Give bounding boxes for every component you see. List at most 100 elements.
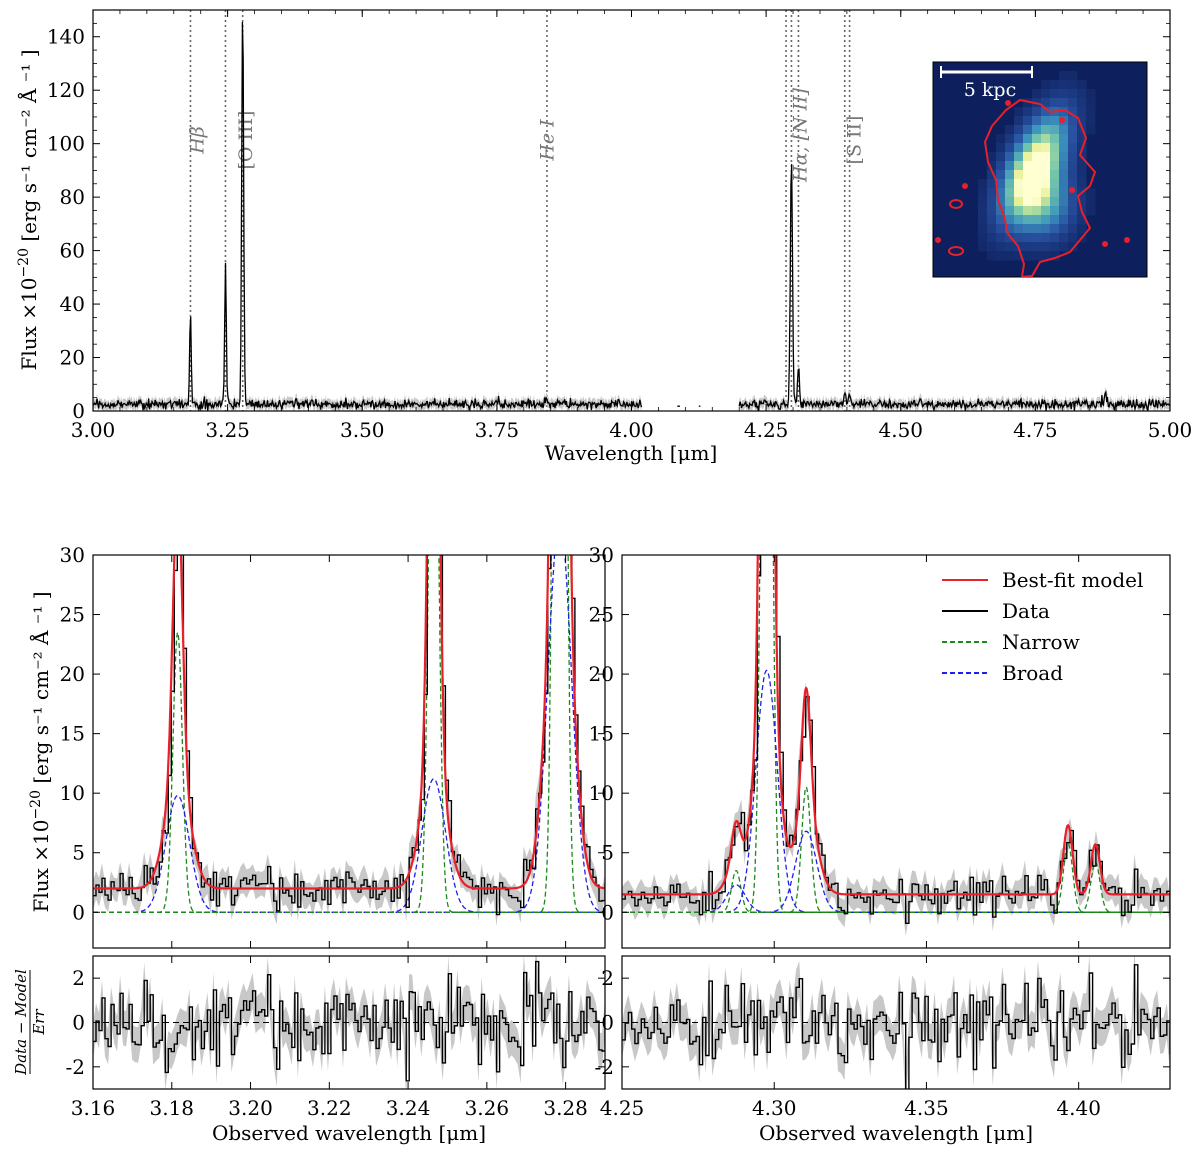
x-tick-label: 3.25	[205, 418, 250, 442]
y-tick-label: 0	[601, 900, 614, 924]
residual-y-label: Data − Model Err	[12, 969, 48, 1076]
y-tick-label: 60	[60, 239, 85, 263]
x-tick-label: 4.30	[752, 1096, 797, 1120]
line-marker-label: He I	[536, 119, 558, 162]
line-marker-label: Hβ	[186, 126, 208, 155]
x-tick-label: 3.26	[465, 1096, 510, 1120]
y-tick-label: 10	[589, 781, 614, 805]
x-axis-ticks: 4.25 4.30 4.35 4.40	[600, 956, 1101, 1120]
y-tick-label: 80	[60, 185, 85, 209]
legend-label: Broad	[1002, 661, 1063, 685]
legend-label: Best-fit model	[1002, 568, 1143, 592]
y-tick-label: 0	[72, 399, 85, 423]
broad-component	[93, 778, 605, 913]
x-tick-label: 3.00	[71, 418, 116, 442]
y-tick-label: 2	[72, 966, 85, 990]
x-axis-ticks: 3.16 3.18 3.20 3.22 3.24 3.26 3.28	[71, 956, 588, 1120]
x-tick-label: 3.18	[150, 1096, 195, 1120]
inset-image: 5 kpc	[932, 61, 1148, 278]
y-tick-label: 0	[601, 1011, 614, 1035]
y-tick-label: 30	[589, 543, 614, 567]
x-axis-label: Wavelength [μm]	[545, 441, 718, 465]
y-tick-label: 20	[60, 346, 85, 370]
y-tick-label: 100	[47, 132, 85, 156]
y-tick-label: 30	[60, 543, 85, 567]
x-tick-label: 4.25	[744, 418, 789, 442]
y-axis-label: Flux ×10−20 [erg s⁻¹ cm⁻² Å ⁻¹ ]	[16, 49, 41, 370]
y-tick-label: 5	[72, 841, 85, 865]
x-axis-ticks: 3.00 3.25 3.50 3.75 4.00 4.25 4.50 4.75 5.00	[71, 10, 1193, 442]
axes-frame	[92, 554, 606, 949]
data-line	[622, 555, 1170, 924]
svg-text:Flux ×10−20 [erg s⁻¹ cm⁻² Å ⁻¹: Flux ×10−20 [erg s⁻¹ cm⁻² Å ⁻¹ ]	[16, 49, 41, 370]
x-tick-label: 3.24	[386, 1096, 431, 1120]
y-tick-label: 20	[589, 662, 614, 686]
x-axis-label: Observed wavelength [μm]	[212, 1121, 486, 1145]
x-tick-label: 3.75	[475, 418, 520, 442]
inset-contour	[983, 98, 1097, 277]
x-tick-label: 4.00	[609, 418, 654, 442]
y-tick-label: 20	[60, 662, 85, 686]
residual-y-ticks: -2 0 2	[66, 966, 605, 1079]
y-tick-label: -2	[595, 1055, 614, 1079]
x-tick-label: 3.50	[340, 418, 385, 442]
model-line	[622, 555, 1170, 896]
svg-text:Flux ×10−20 [erg s⁻¹ cm⁻² Å ⁻¹: Flux ×10−20 [erg s⁻¹ cm⁻² Å ⁻¹ ]	[28, 591, 53, 912]
legend: Best-fit model Data Narrow Broad	[942, 568, 1143, 685]
x-axis-ticks	[92, 555, 567, 948]
residual-line	[622, 964, 1170, 1089]
narrow-component	[93, 555, 605, 913]
axes-frame	[621, 554, 1171, 949]
y-tick-label: 2	[601, 966, 614, 990]
data-line	[93, 21, 1170, 411]
x-tick-label: 4.35	[904, 1096, 949, 1120]
y-axis-ticks: 0 20 40 60 80 100 120 140	[47, 22, 1170, 423]
y-tick-label: 15	[589, 722, 614, 746]
y-tick-label: 10	[60, 781, 85, 805]
error-band	[93, 555, 605, 927]
panel-full-spectrum: Hβ [O III] He I Hα, [N II] [S II] 3.00 3.25 3.…	[16, 9, 1193, 465]
scale-bar-label: 5 kpc	[964, 79, 1016, 101]
y-axis-ticks: 0 5 10 15 20 25 30	[60, 543, 605, 924]
y-axis-ticks: 0 5 10 15 20 25 30	[589, 543, 1170, 924]
y-tick-label: 15	[60, 722, 85, 746]
error-band	[622, 555, 1170, 937]
y-axis-label: Flux ×10−20 [erg s⁻¹ cm⁻² Å ⁻¹ ]	[28, 591, 53, 912]
y-tick-label: 140	[47, 25, 85, 49]
legend-label: Narrow	[1002, 630, 1080, 654]
x-tick-label: 4.40	[1056, 1096, 1101, 1120]
y-tick-label: -2	[66, 1055, 85, 1079]
data-line	[93, 555, 605, 916]
y-tick-label: 120	[47, 78, 85, 102]
residual-line	[93, 960, 605, 1082]
svg-text:Data − Model: Data − Model	[12, 969, 30, 1076]
line-marker-label: Hα, [N II]	[790, 87, 812, 183]
line-markers: Hβ [O III] He I Hα, [N II] [S II]	[186, 10, 865, 411]
y-tick-label: 25	[589, 603, 614, 627]
line-marker-label: [O III]	[235, 111, 257, 170]
residual-y-ticks: -2 0 2	[595, 966, 1170, 1079]
x-tick-label: 4.25	[600, 1096, 645, 1120]
broad-component	[93, 555, 605, 913]
y-tick-label: 5	[601, 841, 614, 865]
x-axis-label: Observed wavelength [μm]	[759, 1121, 1033, 1145]
legend-label: Data	[1002, 599, 1050, 623]
y-tick-label: 0	[72, 900, 85, 924]
model-line	[93, 555, 605, 890]
y-tick-label: 40	[60, 292, 85, 316]
line-marker-label: [S II]	[843, 116, 865, 165]
x-tick-label: 5.00	[1148, 418, 1193, 442]
svg-text:Err: Err	[30, 1009, 48, 1036]
x-tick-label: 4.75	[1013, 418, 1058, 442]
residual-error-band	[622, 956, 1170, 1089]
x-tick-label: 4.50	[878, 418, 923, 442]
x-axis-ticks	[621, 555, 1080, 948]
y-tick-label: 0	[72, 1011, 85, 1035]
x-tick-label: 3.20	[228, 1096, 273, 1120]
residual-error-band	[93, 956, 605, 1089]
x-tick-label: 3.16	[71, 1096, 116, 1120]
x-tick-label: 3.28	[543, 1096, 588, 1120]
x-tick-label: 3.22	[307, 1096, 352, 1120]
